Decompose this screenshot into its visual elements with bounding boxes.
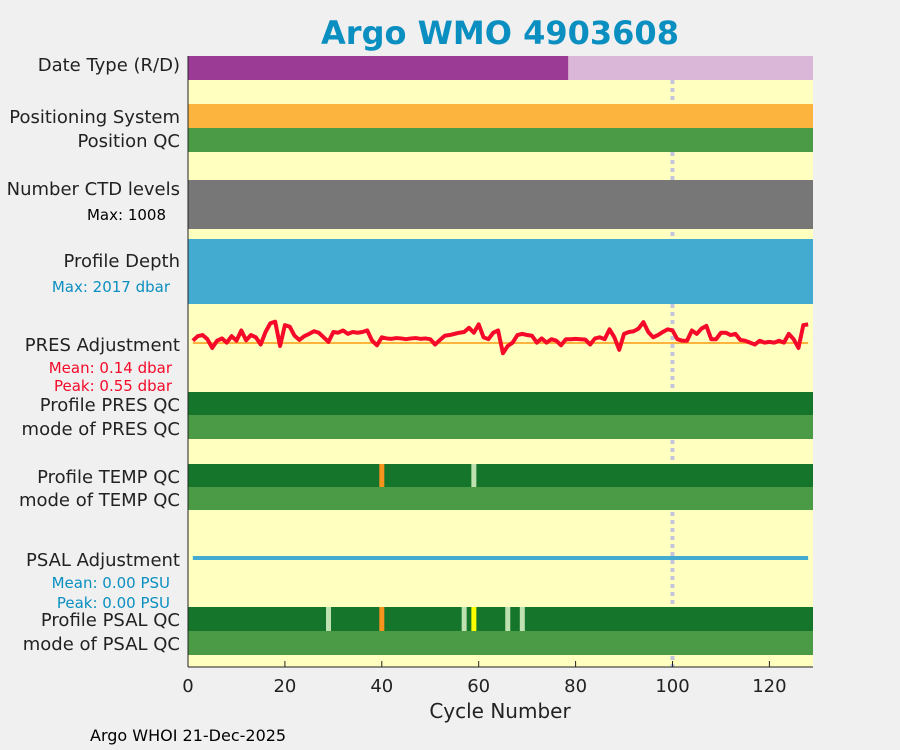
bar-psal-mode [188, 631, 813, 655]
x-tick-label: 100 [655, 676, 689, 697]
pres-peak: Peak: 0.55 dbar [54, 377, 173, 395]
label-psal-qc: Profile PSAL QC [41, 610, 180, 631]
bar-temp-qc [188, 464, 813, 487]
depth-max: Max: 2017 dbar [52, 278, 171, 296]
ctd-max: Max: 1008 [87, 206, 166, 224]
label-pres-qc: Profile PRES QC [40, 395, 180, 416]
chart-title: Argo WMO 4903608 [321, 14, 679, 52]
psal-mean: Mean: 0.00 PSU [52, 574, 170, 592]
x-tick-label: 0 [182, 676, 193, 697]
bar-realtime [188, 56, 569, 80]
bar-ctd-levels [188, 180, 813, 229]
x-tick-label: 120 [752, 676, 786, 697]
x-tick-label: 20 [273, 676, 296, 697]
psal-qc-flag-cycle-57 [461, 607, 467, 631]
psal-qc-flag-cycle-59 [471, 607, 477, 631]
bar-pres-qc [188, 392, 813, 415]
psal-qc-flag-cycle-69 [519, 607, 525, 631]
temp-qc-flag-cycle-59 [471, 464, 477, 487]
label-psal-mode: mode of PSAL QC [23, 634, 180, 655]
bar-positioning [188, 104, 813, 128]
pres-mean: Mean: 0.14 dbar [49, 359, 173, 377]
label-position-qc: Position QC [77, 131, 180, 152]
x-axis-label: Cycle Number [429, 699, 571, 723]
pres-adj-series-line [191, 319, 809, 356]
bar-position-qc [188, 128, 813, 152]
label-profile-depth: Profile Depth [63, 251, 180, 272]
x-tick-label: 60 [467, 676, 490, 697]
label-date-type: Date Type (R/D) [38, 55, 180, 76]
psal-qc-flag-cycle-66 [505, 607, 511, 631]
bar-psal-qc [188, 607, 813, 631]
label-positioning: Positioning System [9, 107, 180, 128]
bar-delayed [568, 56, 813, 80]
psal-peak: Peak: 0.00 PSU [57, 594, 170, 612]
label-temp-mode: mode of TEMP QC [19, 490, 180, 511]
x-tick-label: 40 [370, 676, 393, 697]
label-psal-adj: PSAL Adjustment [26, 550, 180, 571]
x-tick-label: 80 [564, 676, 587, 697]
label-pres-adj: PRES Adjustment [25, 335, 180, 356]
label-ctd-levels: Number CTD levels [7, 179, 180, 200]
bar-profile-depth [188, 239, 813, 304]
bar-pres-mode [188, 415, 813, 439]
plot-area [188, 56, 813, 667]
label-temp-qc: Profile TEMP QC [37, 467, 180, 488]
temp-qc-flag-cycle-40 [379, 464, 385, 487]
psal-qc-flag-cycle-29 [326, 607, 332, 631]
footer-text: Argo WHOI 21-Dec-2025 [90, 726, 286, 745]
label-pres-mode: mode of PRES QC [22, 419, 180, 440]
bar-temp-mode [188, 487, 813, 510]
psal-qc-flag-cycle-40 [379, 607, 385, 631]
